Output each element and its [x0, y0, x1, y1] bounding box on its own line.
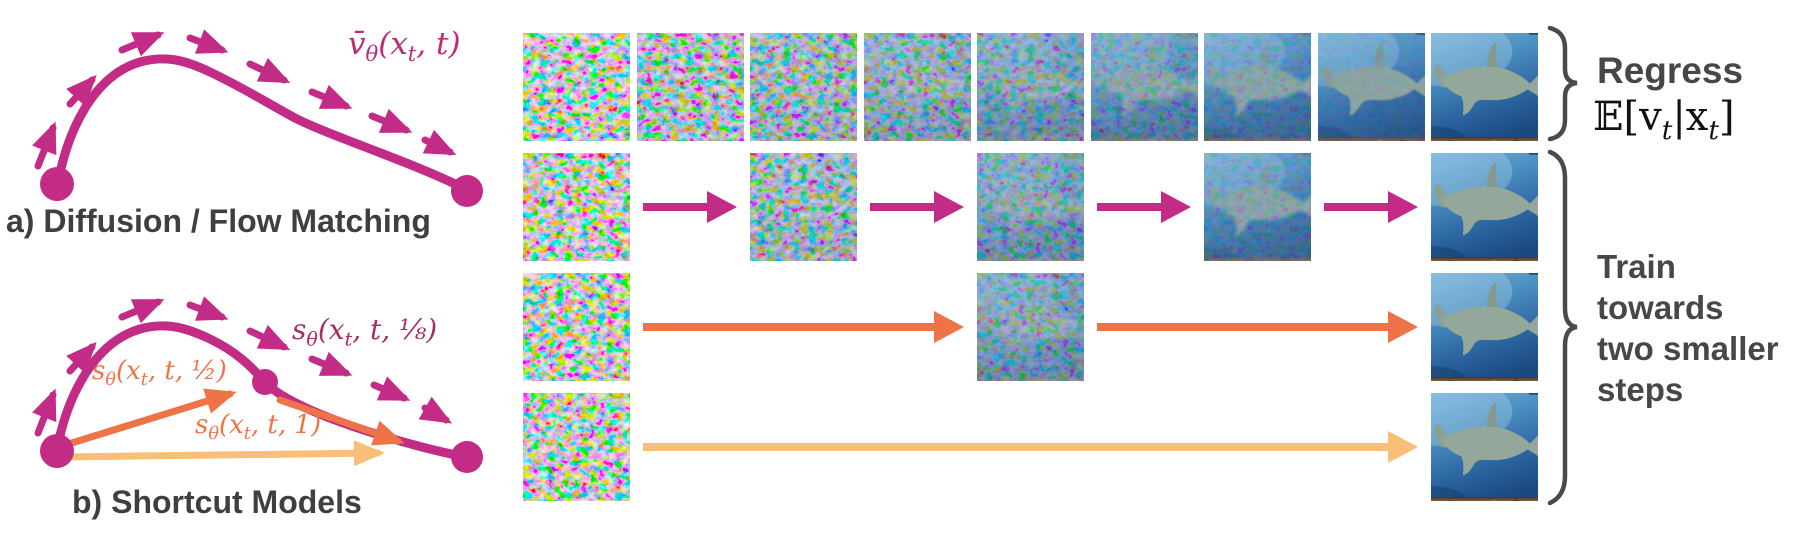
panel-a-caption: a) Diffusion / Flow Matching [6, 203, 431, 239]
step-arrow [1097, 311, 1418, 343]
step-arrow [643, 311, 964, 343]
start-point-dot [40, 167, 74, 201]
panel-a-flow-curve [32, 29, 483, 207]
train-towards-label: Train towards two smaller steps [1597, 246, 1779, 410]
train-label-line: towards [1597, 289, 1724, 326]
step-arrow [870, 191, 964, 223]
panel-b-caption: b) Shortcut Models [72, 484, 362, 520]
denoise-tile [1090, 33, 1198, 141]
flow-vs-shortcut-diagram [32, 29, 483, 473]
flow-velocity-label: v̄θ(xt, t) [348, 26, 461, 67]
shortcut-half-label: sθ(xt, t, ½) [92, 356, 227, 391]
panel-b-shortcut-curve [32, 296, 483, 473]
step-arrow [1097, 191, 1191, 223]
denoise-tile [977, 273, 1084, 381]
regress-title: Regress [1597, 50, 1744, 91]
denoise-tile [1431, 393, 1538, 501]
denoise-tile [1431, 273, 1538, 381]
end-point-dot [451, 175, 483, 207]
train-label-line: steps [1597, 371, 1684, 408]
denoise-tile [523, 33, 630, 141]
denoise-tile [750, 153, 857, 261]
denoise-tile [523, 273, 630, 381]
denoise-tile [1431, 33, 1538, 141]
midpoint-dot [252, 369, 278, 395]
flow-dashed-arrows [32, 29, 457, 170]
denoise-tile [1204, 33, 1311, 141]
regress-math: 𝔼[vt|xt] [1593, 94, 1735, 146]
step-arrow [1324, 191, 1418, 223]
shortcut-half-arrow [58, 388, 237, 450]
regress-brace [1547, 25, 1578, 142]
train-label-line: Train [1597, 248, 1676, 285]
denoise-tile [750, 33, 857, 141]
start-point-dot [40, 434, 74, 468]
step-arrow [643, 191, 737, 223]
end-point-dot [451, 441, 483, 473]
denoise-tile [1431, 153, 1538, 261]
denoise-tile [1204, 153, 1311, 261]
train-label-line: two smaller [1597, 330, 1779, 367]
denoise-tile [523, 153, 630, 261]
denoise-tile [977, 33, 1084, 141]
train-brace [1547, 149, 1578, 506]
denoise-tile [636, 33, 744, 141]
step-arrow [643, 431, 1418, 463]
denoise-tile [863, 33, 971, 141]
shortcut-one-step-arrow [58, 440, 385, 467]
flow-dashed-arrows [32, 296, 453, 437]
shortcut-eighth-label: sθ(xt, t, ⅛) [292, 313, 438, 351]
denoise-tile [1317, 33, 1425, 141]
denoise-tile [523, 393, 630, 501]
shortcut-one-label: sθ(xt, t, 1) [195, 410, 322, 445]
denoise-tile [977, 153, 1084, 261]
shortcut-half-arrow [276, 396, 405, 446]
